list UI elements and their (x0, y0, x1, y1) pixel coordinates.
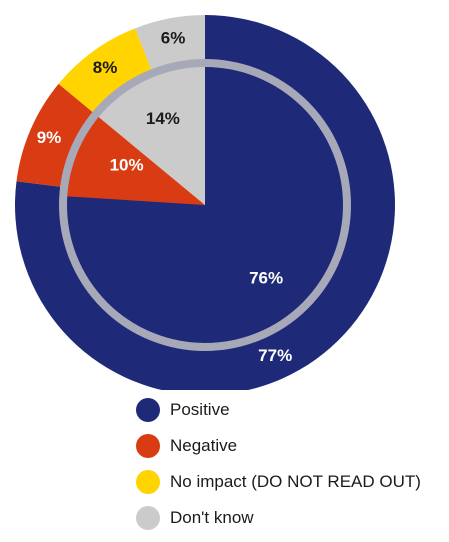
inner-ring-outline (59, 59, 351, 351)
legend-label-dont-know: Don't know (170, 508, 254, 527)
legend-label-no-impact: No impact (DO NOT READ OUT) (170, 472, 421, 491)
legend-item-dont-know[interactable]: Don't know (136, 506, 421, 530)
inner-slice-dont-know[interactable] (95, 63, 205, 205)
inner-label-dont-know: 14% (146, 109, 180, 128)
inner-pie (62, 63, 347, 347)
inner-slice-negative[interactable] (63, 114, 205, 205)
legend-swatch-dont-know (136, 506, 160, 530)
outer-label-positive: 77% (258, 346, 292, 365)
legend-swatch-negative (136, 434, 160, 458)
outer-label-negative: 9% (37, 128, 62, 147)
legend: Positive Negative No impact (DO NOT READ… (136, 398, 421, 542)
inner-label-positive: 76% (249, 268, 283, 287)
legend-label-negative: Negative (170, 436, 238, 455)
legend-swatch-positive (136, 398, 160, 422)
inner-label-negative: 10% (110, 156, 144, 175)
legend-swatch-no-impact (136, 470, 160, 494)
legend-item-negative[interactable]: Negative (136, 434, 421, 458)
legend-item-positive[interactable]: Positive (136, 398, 421, 422)
pie-chart: 77% 9% 8% 6% 76% 10% 14% (15, 15, 395, 390)
data-labels: 77% 9% 8% 6% 76% 10% 14% (37, 29, 293, 365)
outer-label-dont-know: 6% (161, 29, 186, 48)
outer-label-no-impact: 8% (93, 58, 118, 77)
legend-item-no-impact[interactable]: No impact (DO NOT READ OUT) (136, 470, 421, 494)
inner-slice-positive[interactable] (62, 63, 347, 347)
legend-label-positive: Positive (170, 400, 230, 419)
